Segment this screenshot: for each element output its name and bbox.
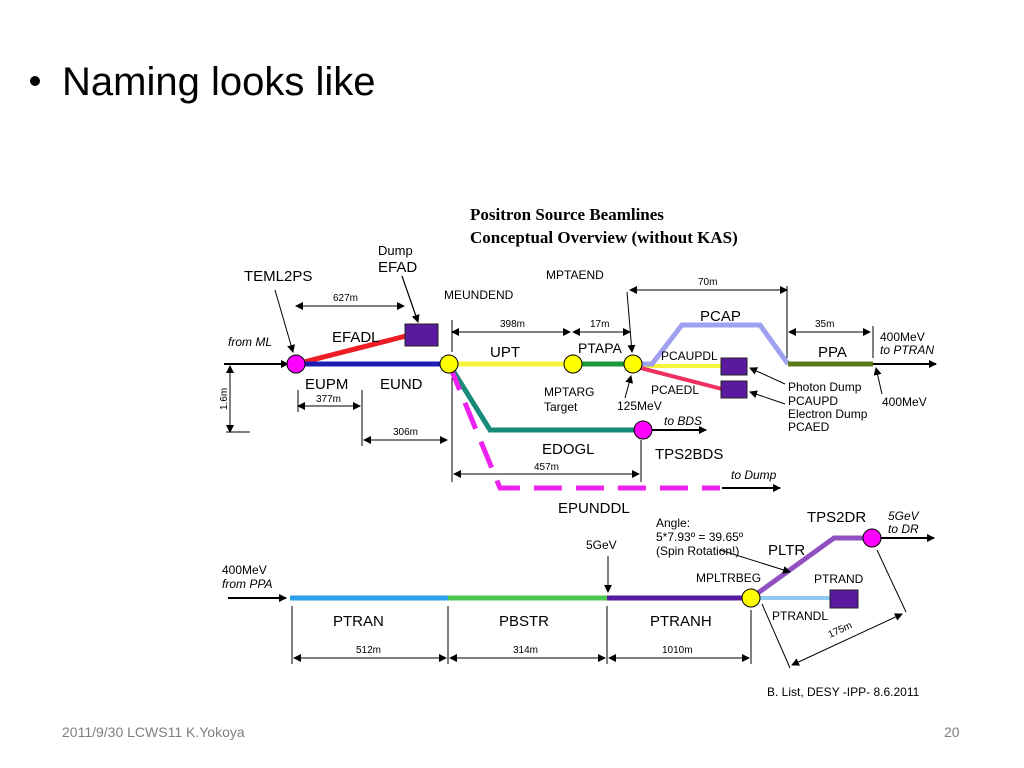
tps2dr-node (862, 528, 882, 548)
label-400mev-right: 400MeV (882, 395, 927, 409)
electron-dump-leader (749, 390, 786, 405)
label-photon-dump: Photon Dump (788, 380, 862, 394)
label-mptaend: MPTAEND (546, 268, 604, 282)
efad-dump-box (404, 323, 439, 347)
dim-175m-ext-right (876, 549, 907, 613)
bullet-item: Naming looks like (30, 58, 375, 106)
label-electron-dump: Electron Dump (788, 407, 868, 421)
label-to-bds: to BDS (664, 414, 702, 428)
label-edogl: EDOGL (542, 441, 595, 458)
label-1-6m: 1.6m (219, 388, 230, 410)
label-1010m: 1010m (662, 645, 693, 656)
label-from-ppa: from PPA (222, 577, 272, 591)
mpltrbeg-node (741, 588, 761, 608)
label-35m: 35m (815, 319, 834, 330)
label-17m: 17m (590, 319, 609, 330)
125mev-leader (624, 375, 634, 399)
label-to-dump: to Dump (731, 468, 777, 482)
label-epunddl: EPUNDDL (558, 500, 630, 517)
label-627m: 627m (333, 293, 358, 304)
diagram-title-line2: Conceptual Overview (without KAS) (470, 228, 738, 247)
label-efadl: EFADL (332, 329, 380, 346)
label-angle-value: 5*7.93º = 39.65º (656, 530, 744, 544)
footer-date-author: 2011/9/30 LCWS11 K.Yokoya (62, 724, 245, 740)
label-ppa: PPA (818, 344, 847, 361)
pcaed-dump-box (720, 380, 748, 399)
mptaend-node (623, 354, 643, 374)
label-ptapa: PTAPA (578, 340, 622, 356)
label-to-dr: to DR (888, 522, 919, 536)
label-pcaedl: PCAEDL (651, 383, 699, 397)
edogl-line (446, 362, 643, 433)
label-target: Target (544, 400, 578, 414)
label-mpltrbeg: MPLTRBEG (696, 571, 761, 585)
angle-leader (719, 549, 791, 574)
teml2ps-leader (274, 289, 295, 353)
label-tps2dr: TPS2DR (807, 509, 866, 526)
label-spin-rotation: (Spin Rotation!) (656, 544, 739, 558)
label-5gev: 5GeV (586, 538, 617, 552)
label-upt: UPT (490, 344, 520, 361)
label-306m: 306m (393, 427, 418, 438)
pcaedl-line (632, 364, 723, 391)
label-from-ml: from ML (228, 335, 272, 349)
efad-leader (401, 275, 420, 323)
label-efad: EFAD (378, 259, 417, 276)
label-pcap: PCAP (700, 308, 741, 325)
label-5gev-dr: 5GeV (888, 509, 920, 523)
label-meundend: MEUNDEND (444, 288, 514, 302)
bullet-text: Naming looks like (62, 60, 376, 104)
label-angle: Angle: (656, 516, 690, 530)
diagram-credit: B. List, DESY -IPP- 8.6.2011 (767, 685, 920, 699)
label-pcaupd: PCAUPD (788, 394, 838, 408)
label-ptran: PTRAN (333, 613, 384, 630)
label-pcaupdl: PCAUPDL (661, 349, 718, 363)
label-tps2bds: TPS2BDS (655, 446, 723, 463)
dim-175m-ext-left (761, 603, 791, 669)
label-314m: 314m (513, 645, 538, 656)
label-125mev: 125MeV (617, 399, 662, 413)
label-398m: 398m (500, 319, 525, 330)
label-ptrand: PTRAND (814, 572, 864, 586)
label-ptranh: PTRANH (650, 613, 712, 630)
dim-175m-line (791, 613, 903, 666)
label-pbstr: PBSTR (499, 613, 549, 630)
label-457m: 457m (534, 462, 559, 473)
ptrand-dump-box (829, 589, 859, 609)
label-400mev-ppa: 400MeV (222, 563, 267, 577)
label-70m: 70m (698, 277, 717, 288)
label-to-ptran: to PTRAN (880, 343, 934, 357)
label-400mev-ptran: 400MeV (880, 330, 925, 344)
label-ptrandl: PTRANDL (772, 609, 828, 623)
epunddl-line (446, 363, 720, 491)
mptaend-leader (626, 291, 636, 353)
ppa-end-leader (873, 367, 883, 395)
pltr-line (749, 535, 872, 601)
label-mptarg: MPTARG (544, 385, 594, 399)
label-dump: Dump (378, 243, 413, 258)
photon-dump-leader (749, 367, 786, 385)
label-512m: 512m (356, 645, 381, 656)
label-eund: EUND (380, 376, 423, 393)
label-pltr: PLTR (768, 542, 805, 559)
label-teml2ps: TEML2PS (244, 268, 312, 285)
tps2bds-node (633, 420, 653, 440)
page-number: 20 (944, 724, 960, 740)
label-eupm: EUPM (305, 376, 348, 393)
pcap-line (633, 322, 791, 367)
label-377m: 377m (316, 394, 341, 405)
efadl-line (295, 333, 407, 367)
bullet-dot-icon (30, 76, 40, 87)
mptarg-node (563, 354, 583, 374)
diagram-title-line1: Positron Source Beamlines (470, 205, 664, 224)
teml2ps-node (286, 354, 306, 374)
label-pcaed: PCAED (788, 420, 830, 434)
meundend-node (439, 354, 459, 374)
pcaupd-dump-box (720, 357, 748, 376)
